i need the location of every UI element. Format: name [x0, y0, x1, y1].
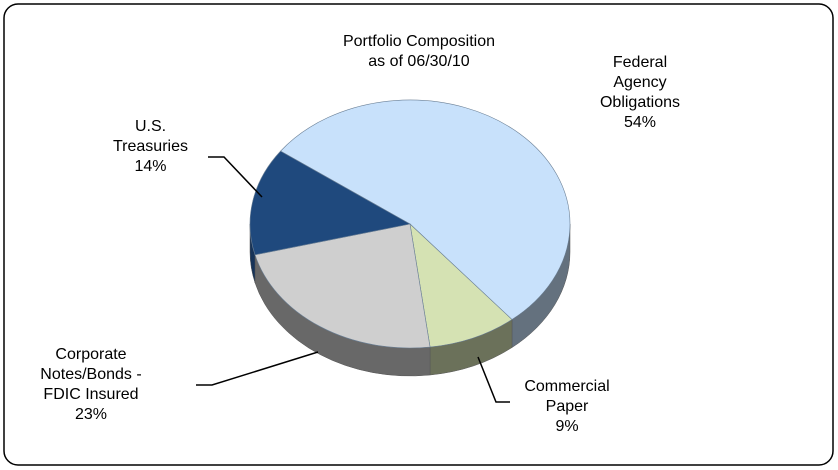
leader-line	[208, 156, 263, 198]
slice-value: 54%	[623, 114, 657, 131]
chart-subtitle: as of 06/30/10	[368, 53, 470, 70]
pie-slice	[280, 99, 571, 320]
pie-slice	[249, 150, 411, 256]
chart-title: Portfolio Composition	[342, 33, 496, 50]
leader-line	[196, 351, 319, 386]
slice-label: Corporate Notes/Bonds - FDIC Insured 23%	[30, 345, 152, 425]
slice-category: U.S. Treasuries	[113, 118, 188, 155]
slice-label: Federal Agency Obligations 54%	[590, 53, 690, 133]
leader-line	[477, 356, 510, 403]
pie-slice	[409, 223, 513, 348]
slice-value: 9%	[555, 418, 579, 435]
chart-title-block: Portfolio Composition as of 06/30/10	[269, 32, 569, 72]
pie	[249, 99, 571, 377]
pie-slice	[254, 223, 431, 349]
slice-value: 23%	[74, 406, 108, 423]
slice-label: U.S. Treasuries 14%	[103, 117, 198, 177]
slice-category: Commercial Paper	[524, 378, 610, 415]
slice-category: Corporate Notes/Bonds - FDIC Insured	[40, 346, 142, 403]
slice-label: Commercial Paper 9%	[512, 377, 622, 437]
slice-category: Federal Agency Obligations	[599, 54, 681, 111]
slice-value: 14%	[134, 158, 167, 175]
